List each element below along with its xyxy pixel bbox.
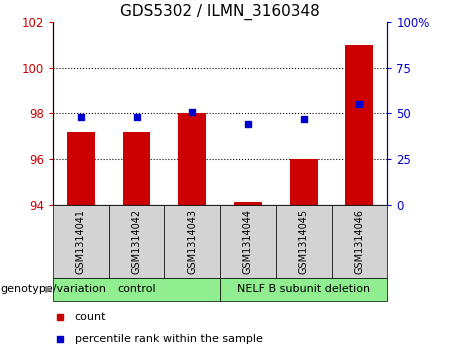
Bar [234, 202, 262, 205]
Bar [67, 132, 95, 205]
Text: GSM1314043: GSM1314043 [187, 209, 197, 274]
Bar [53, 278, 220, 301]
Bar [53, 205, 109, 278]
Text: GSM1314046: GSM1314046 [355, 209, 364, 274]
Title: GDS5302 / ILMN_3160348: GDS5302 / ILMN_3160348 [120, 4, 320, 20]
Bar [220, 205, 276, 278]
Text: NELF B subunit deletion: NELF B subunit deletion [237, 285, 370, 294]
Text: GSM1314044: GSM1314044 [243, 209, 253, 274]
Bar [276, 205, 331, 278]
Text: percentile rank within the sample: percentile rank within the sample [75, 334, 263, 344]
Bar [345, 45, 373, 205]
Text: genotype/variation: genotype/variation [0, 285, 106, 294]
Text: control: control [117, 285, 156, 294]
Text: GSM1314045: GSM1314045 [299, 209, 309, 274]
Bar [220, 278, 387, 301]
Text: GSM1314042: GSM1314042 [131, 209, 142, 274]
Bar [290, 159, 318, 205]
Text: count: count [75, 312, 106, 322]
Bar [123, 132, 150, 205]
Bar [178, 114, 206, 205]
Bar [165, 205, 220, 278]
Bar [109, 205, 165, 278]
Text: GSM1314041: GSM1314041 [76, 209, 86, 274]
Bar [331, 205, 387, 278]
